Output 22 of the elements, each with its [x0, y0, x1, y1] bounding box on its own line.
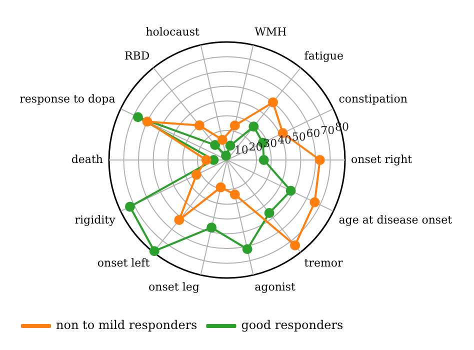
y-tick-label: 50	[292, 130, 306, 144]
spoke-label: onset right	[350, 152, 413, 166]
spoke-label: death	[71, 152, 104, 166]
spoke-label: constipation	[338, 92, 408, 106]
spoke-label: response to dopa	[20, 92, 116, 106]
legend-label: non to mild responders	[56, 318, 198, 332]
spoke-label: RBD	[124, 49, 150, 62]
y-tick-label: 10	[234, 144, 248, 157]
spoke-label: WMH	[254, 25, 287, 38]
spoke-label: onset leg	[148, 280, 200, 294]
spoke-label: agonist	[254, 280, 296, 294]
spoke-label: age at disease onset	[338, 213, 453, 226]
spoke-label: rigidity	[74, 213, 116, 226]
spoke-label: holocaust	[146, 25, 200, 38]
legend-label: good responders	[241, 318, 344, 332]
y-tick-label: 60	[306, 127, 320, 140]
y-tick-label: 40	[278, 134, 292, 147]
y-tick-label: 20	[248, 140, 263, 154]
spoke-label: fatigue	[304, 49, 344, 62]
spoke-label: tremor	[304, 256, 344, 270]
spoke-label: onset left	[97, 256, 150, 270]
y-tick-label: 70	[320, 124, 335, 137]
